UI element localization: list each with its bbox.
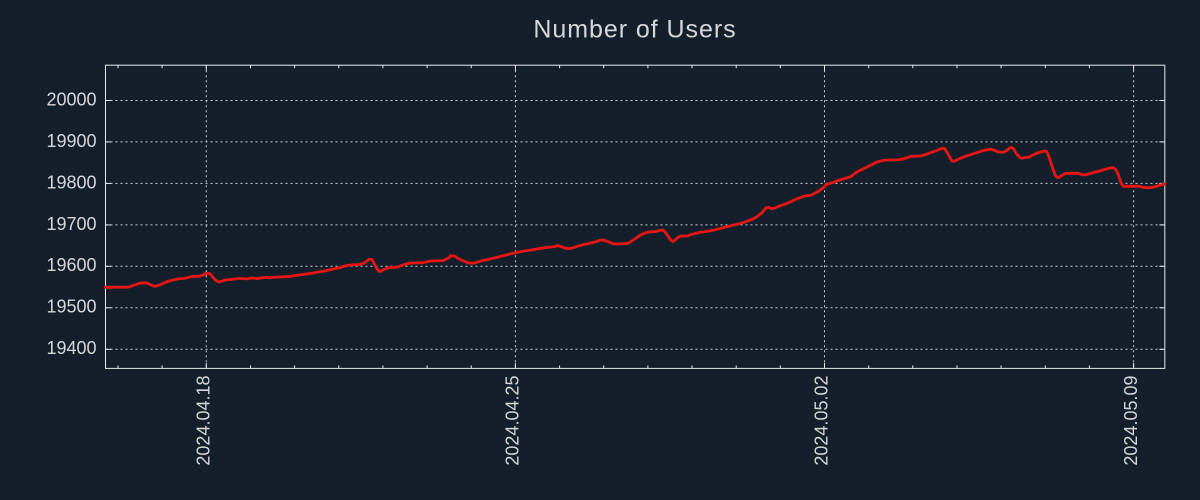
svg-text:20000: 20000: [46, 89, 96, 109]
svg-text:19500: 19500: [46, 297, 96, 317]
svg-text:19400: 19400: [46, 338, 96, 358]
svg-text:19600: 19600: [46, 255, 96, 275]
svg-text:19700: 19700: [46, 214, 96, 234]
svg-text:2024.05.02: 2024.05.02: [812, 376, 832, 466]
svg-text:19900: 19900: [46, 131, 96, 151]
svg-text:Number of Users: Number of Users: [533, 16, 736, 44]
svg-text:2024.05.09: 2024.05.09: [1121, 376, 1141, 466]
svg-text:2024.04.25: 2024.04.25: [503, 376, 523, 466]
svg-text:19800: 19800: [46, 172, 96, 192]
svg-text:2024.04.18: 2024.04.18: [194, 376, 214, 466]
